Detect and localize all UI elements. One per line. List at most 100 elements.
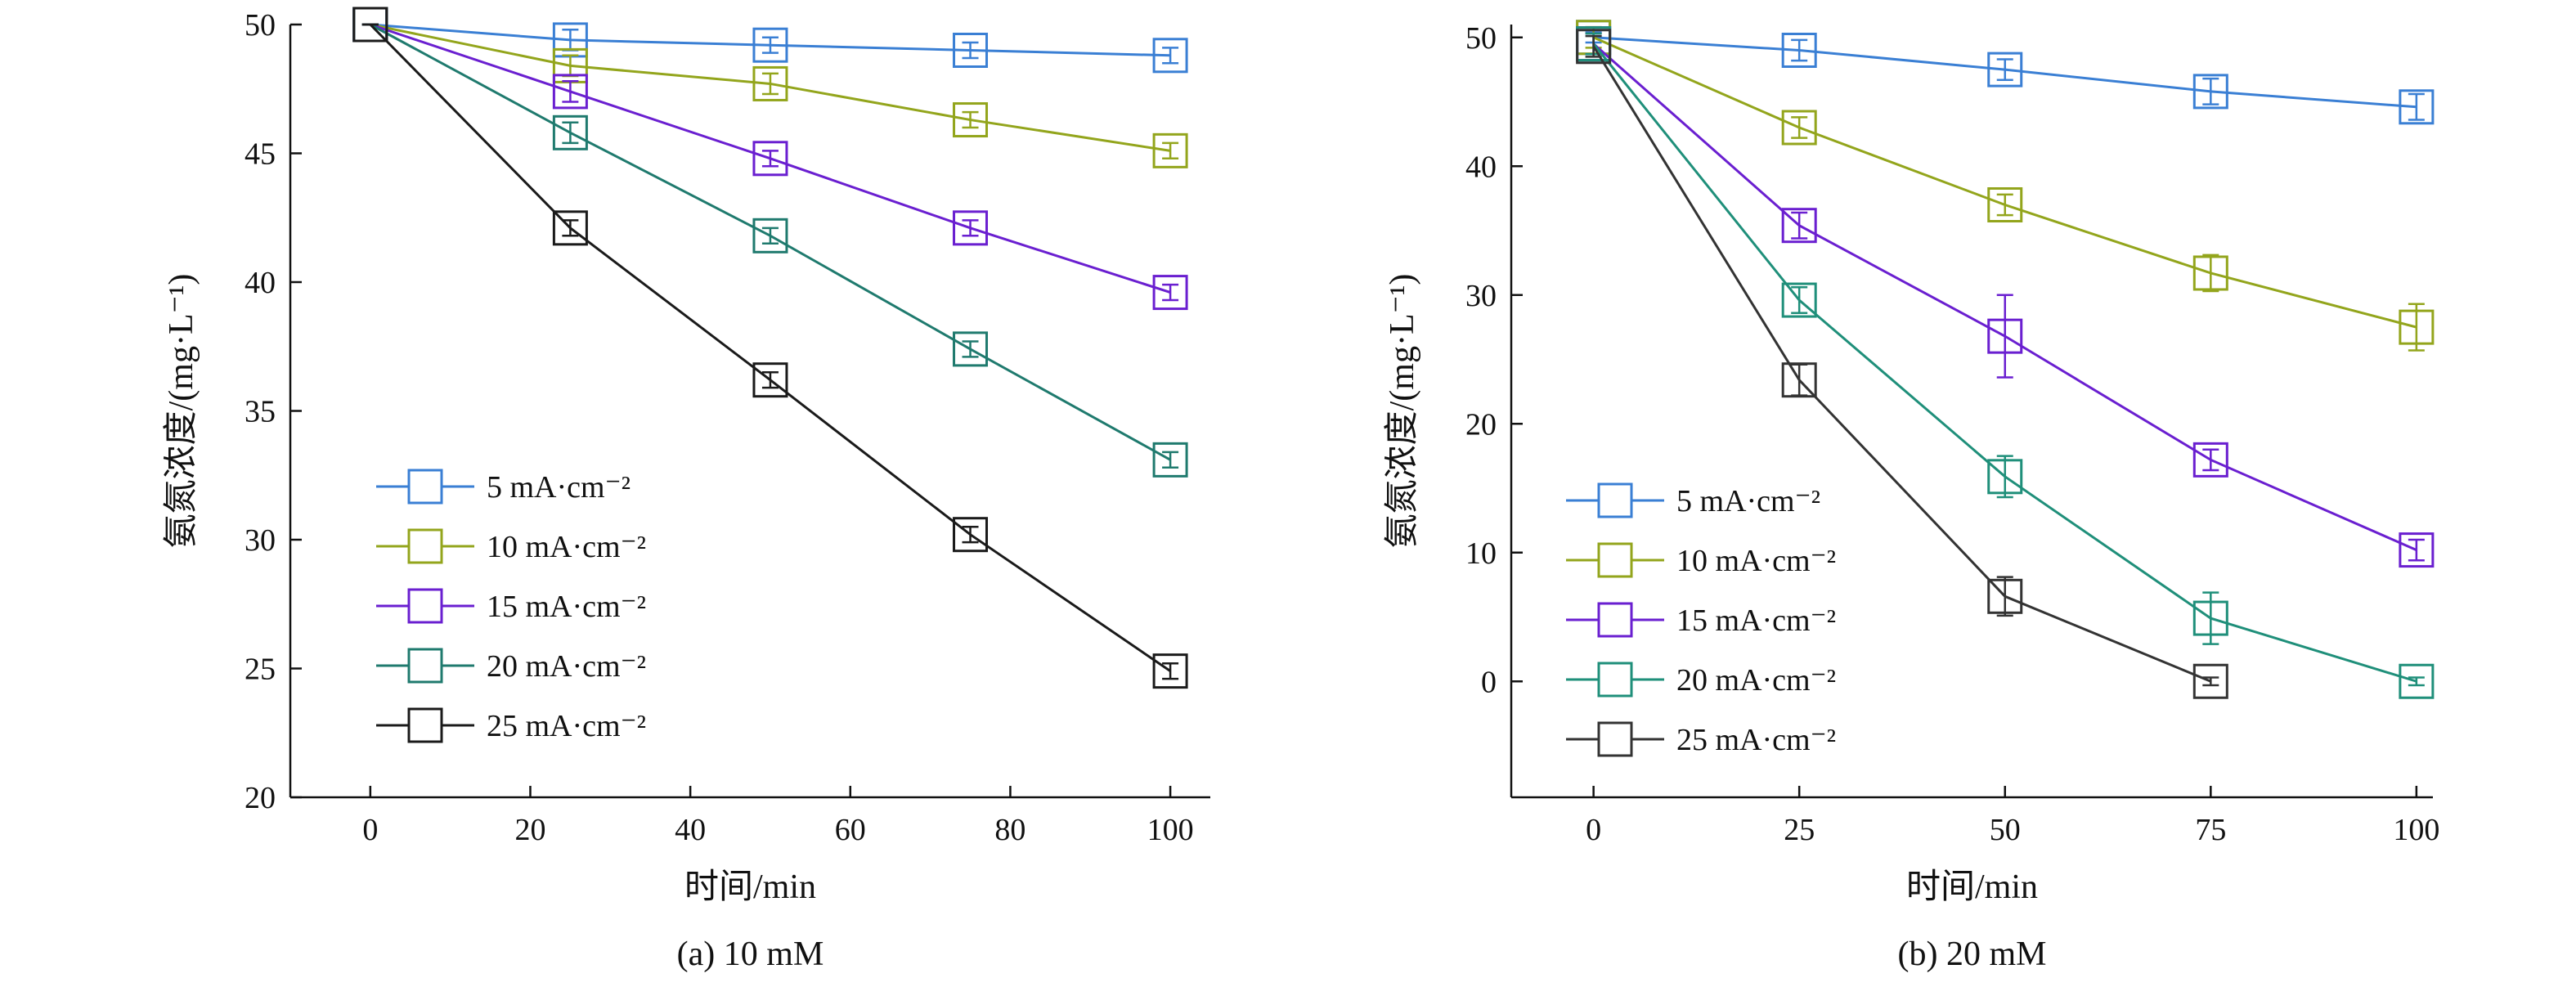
legend-swatch-marker	[1597, 602, 1633, 638]
y-tick-label: 50	[245, 8, 276, 43]
legend-item: 10 mA·cm⁻²	[1566, 542, 1836, 578]
data-point-marker	[1987, 459, 2023, 495]
data-point-marker	[1781, 282, 1817, 318]
x-tick-label: 50	[1990, 813, 2021, 847]
series-1	[1576, 20, 2435, 125]
x-tick-label: 60	[835, 813, 866, 847]
x-tick-label: 0	[362, 813, 378, 847]
legend-swatch-marker	[407, 648, 443, 684]
data-point-marker	[752, 141, 788, 177]
legend-swatch-marker	[407, 469, 443, 505]
data-point-marker	[2399, 89, 2435, 125]
x-axis-label: 时间/min	[1906, 868, 2038, 906]
legend-label: 15 mA·cm⁻²	[487, 590, 646, 624]
legend-item: 25 mA·cm⁻²	[1566, 721, 1836, 757]
legend-item: 20 mA·cm⁻²	[1566, 662, 1836, 698]
data-point-marker	[1781, 208, 1817, 244]
series-line	[1592, 45, 2211, 683]
legend-label: 20 mA·cm⁻²	[1676, 663, 1836, 698]
data-point-marker	[2399, 532, 2435, 568]
y-tick-label: 30	[1465, 279, 1497, 313]
x-tick-label: 100	[2393, 813, 2439, 847]
legend-swatch-marker	[1597, 482, 1633, 518]
y-tick-label: 45	[245, 137, 276, 172]
x-tick-label: 40	[675, 813, 706, 847]
legend-swatch-marker	[407, 707, 443, 743]
legend-item: 20 mA·cm⁻²	[376, 648, 646, 684]
data-point-marker	[2192, 74, 2228, 110]
y-tick-label: 0	[1481, 665, 1497, 699]
x-tick-label: 25	[1784, 813, 1815, 847]
legend-label: 15 mA·cm⁻²	[1676, 603, 1836, 638]
data-point-marker	[1781, 110, 1817, 146]
x-tick-label: 100	[1147, 813, 1194, 847]
x-tick-label: 20	[514, 813, 545, 847]
y-tick-label: 40	[1465, 150, 1497, 184]
data-point-marker	[752, 27, 788, 63]
legend-item: 5 mA·cm⁻²	[1566, 482, 1820, 518]
series-line	[369, 23, 1171, 672]
data-point-marker	[1987, 52, 2023, 87]
data-point-marker	[1152, 653, 1188, 689]
y-tick-label: 35	[245, 395, 276, 429]
data-point-marker	[2192, 663, 2228, 699]
data-point-marker	[2399, 663, 2435, 699]
y-tick-label: 25	[245, 653, 276, 687]
data-point-marker	[953, 33, 989, 68]
y-tick-label: 30	[245, 523, 276, 558]
data-point-marker	[1152, 38, 1188, 74]
legend-item: 5 mA·cm⁻²	[376, 469, 631, 505]
legend-swatch-marker	[1597, 542, 1633, 578]
data-point-marker	[552, 74, 588, 110]
data-point-marker	[752, 218, 788, 253]
legend-swatch-marker	[407, 528, 443, 564]
data-point-marker	[953, 517, 989, 553]
legend-label: 25 mA·cm⁻²	[487, 709, 646, 743]
data-point-marker	[1781, 33, 1817, 68]
data-point-marker	[552, 210, 588, 246]
legend-swatch-marker	[407, 588, 443, 624]
x-axis-label: 时间/min	[684, 868, 816, 906]
data-point-marker	[953, 210, 989, 246]
chart-panel-1: 20 25 30 35 40 45 50 0 20 40 60 80 100 时间/min 氨氮浓度/(mg…	[163, 7, 1210, 973]
data-point-marker	[752, 65, 788, 101]
legend-label: 10 mA·cm⁻²	[487, 530, 646, 564]
data-point-marker	[1781, 362, 1817, 398]
legend-item: 15 mA·cm⁻²	[376, 588, 646, 624]
chart-panel-2: 0 10 20 30 40 50 0 25 50 75 100 时间/min 氨氮浓度/(mg·L⁻¹)…	[1384, 20, 2439, 973]
y-tick-label: 40	[245, 266, 276, 300]
data-point-marker	[2192, 600, 2228, 636]
series-5	[1576, 29, 2228, 699]
legend-label: 25 mA·cm⁻²	[1676, 723, 1836, 757]
data-point-marker	[1987, 187, 2023, 222]
data-point-marker	[352, 7, 388, 43]
y-tick-label: 20	[245, 781, 276, 815]
data-point-marker	[1987, 578, 2023, 614]
panel-caption: (b) 20 mM	[1898, 935, 2047, 973]
legend-label: 20 mA·cm⁻²	[487, 649, 646, 684]
data-point-marker	[953, 102, 989, 138]
y-tick-label: 20	[1465, 407, 1497, 442]
y-axis-label: 氨氮浓度/(mg·L⁻¹)	[1384, 274, 1421, 549]
data-point-marker	[953, 331, 989, 367]
x-tick-label: 0	[1586, 813, 1601, 847]
data-point-marker	[1152, 442, 1188, 478]
legend: 5 mA·cm⁻² 10 mA·cm⁻² 15 mA·cm⁻² 20 mA·cm⁻² 2…	[376, 469, 646, 743]
legend-swatch-marker	[1597, 721, 1633, 757]
legend-item: 25 mA·cm⁻²	[376, 707, 646, 743]
data-point-marker	[1576, 29, 1612, 65]
legend-item: 10 mA·cm⁻²	[376, 528, 646, 564]
data-point-marker	[2399, 309, 2435, 345]
data-point-marker	[1987, 318, 2023, 354]
series-1	[352, 7, 1188, 74]
y-tick-label: 10	[1465, 536, 1497, 571]
panel-caption: (a) 10 mM	[677, 935, 824, 973]
legend-label: 10 mA·cm⁻²	[1676, 544, 1836, 578]
y-axis-label: 氨氮浓度/(mg·L⁻¹)	[163, 274, 200, 549]
y-tick-label: 50	[1465, 21, 1497, 56]
x-tick-label: 75	[2195, 813, 2226, 847]
data-point-marker	[752, 362, 788, 398]
legend-item: 15 mA·cm⁻²	[1566, 602, 1836, 638]
series-4	[1576, 26, 2435, 699]
